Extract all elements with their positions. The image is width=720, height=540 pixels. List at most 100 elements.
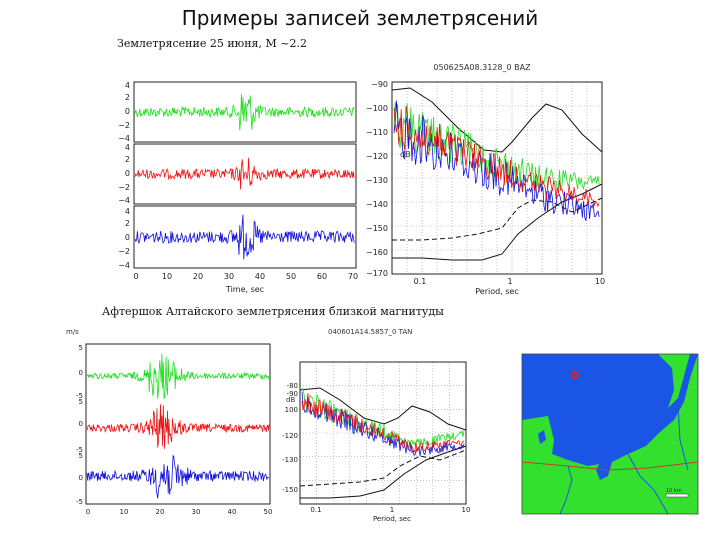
caption-earthquake: Землетрясение 25 июня, M ~2.2 <box>117 37 307 50</box>
f2-xtick: 40 <box>228 508 237 516</box>
f2-ytick: -5 <box>76 498 83 506</box>
f1-xtick: 50 <box>286 272 296 281</box>
f2-xtick: 30 <box>192 508 201 516</box>
f2-xtick: 50 <box>264 508 273 516</box>
f1-spec-ytick: −160 <box>366 248 388 257</box>
f2-seis-frame <box>85 343 271 505</box>
f1-spec-noise-high <box>391 87 603 153</box>
f2-spec-noise-low <box>300 445 467 499</box>
f1-ytick: 4 <box>125 207 130 216</box>
f1-spec-ytick: −90 <box>371 80 388 89</box>
f1-spec-ytick: −140 <box>366 200 388 209</box>
f1-spec-green <box>393 101 600 192</box>
figure1-trace-green <box>134 93 355 131</box>
map-epicenter-marker <box>570 370 580 380</box>
f2-spec-ytick: -90 <box>287 390 298 398</box>
f1-ytick: 2 <box>125 219 130 228</box>
f1-ytick: −2 <box>118 183 130 192</box>
map-land-east <box>658 354 690 408</box>
f2-spec-xtick: 1 <box>390 506 394 514</box>
f2-spec-ytick: -130 <box>282 456 298 464</box>
f1-spec-ytick: −150 <box>366 224 388 233</box>
map-border-line <box>521 461 699 471</box>
f1-xtick: 20 <box>193 272 203 281</box>
f1-spec-red <box>393 106 600 208</box>
map-river-3 <box>677 405 689 471</box>
figure2-seismograms: m/s 5 0 -5 5 0 -5 5 0 -5 0 10 20 30 40 5… <box>66 328 273 516</box>
f2-xtick: 0 <box>86 508 90 516</box>
f1-spec-ytick: −130 <box>366 176 388 185</box>
f1-ytick: 0 <box>125 233 130 242</box>
f2-spec-noise-dash <box>299 449 467 487</box>
f1-xtick: 40 <box>255 272 265 281</box>
f1-xtick: 10 <box>162 272 172 281</box>
map-river-2 <box>627 453 669 515</box>
caption-aftershock: Афтершок Алтайского землетрясения близко… <box>102 305 444 318</box>
figure2-trace-red <box>86 404 270 450</box>
f1-spec-header: 050625A08.3128_0 BAZ <box>433 63 531 72</box>
f2-ytick: 5 <box>79 398 83 406</box>
page-title: Примеры записей землетрясений <box>181 6 539 30</box>
f1-xtick: 0 <box>133 272 138 281</box>
f1-xtick: 70 <box>348 272 358 281</box>
f1-seis-xlabel: Time, sec <box>225 285 264 294</box>
f1-spec-noise-dash <box>392 197 603 241</box>
f1-ytick: 2 <box>125 155 130 164</box>
f2-spec-grid <box>300 362 466 504</box>
figure2-spectrum: 040601A14.5857_0 TAN dB -80 -90 100 -120… <box>282 328 471 523</box>
f2-ytick: 5 <box>79 452 83 460</box>
f1-ytick: 4 <box>125 81 130 90</box>
figure1-trace-red <box>134 157 355 190</box>
f2-ytick: -5 <box>76 446 83 454</box>
f2-spec-header: 040601A14.5857_0 TAN <box>328 328 412 336</box>
f2-ytick: 0 <box>79 420 83 428</box>
f1-ytick: −2 <box>118 247 130 256</box>
f1-xtick: 60 <box>317 272 327 281</box>
f2-spec-frame <box>299 361 467 505</box>
f2-ytick: 5 <box>79 344 83 352</box>
f1-spec-blue <box>393 100 600 221</box>
f2-ytick: 0 <box>79 369 83 377</box>
f1-spec-ytick: −170 <box>366 269 388 278</box>
f2-spec-xtick: 0.1 <box>310 506 321 514</box>
f2-ytick: -5 <box>76 392 83 400</box>
f1-ytick: −4 <box>118 196 130 205</box>
f2-seis-units: m/s <box>66 328 79 336</box>
map-lake <box>538 430 546 444</box>
f1-spec-ytick: −100 <box>366 104 388 113</box>
f2-xtick: 10 <box>120 508 129 516</box>
map-bay <box>596 456 612 480</box>
f2-spec-xtick: 10 <box>462 506 471 514</box>
f2-spec-noise-high <box>299 387 467 431</box>
map-scale-label: 10 km <box>666 488 682 494</box>
figure1-spectrum: 050625A08.3128_0 BAZ dB −90 −100 −110 −1… <box>366 63 605 296</box>
f1-spec-frame <box>391 81 603 275</box>
f1-spec-xtick: 1 <box>507 277 512 286</box>
f2-spec-red <box>301 393 465 454</box>
f1-spec-xlabel: Period, sec <box>475 287 519 296</box>
region-map: 10 km <box>521 353 699 515</box>
f1-spec-xtick: 10 <box>595 277 605 286</box>
f1-ytick: 0 <box>125 107 130 116</box>
figure1-seismogram-frames <box>133 81 357 269</box>
f1-ytick: −4 <box>118 261 130 270</box>
map-land-south <box>522 354 698 514</box>
figure2-trace-green <box>86 353 270 400</box>
f1-spec-ytick: −120 <box>366 152 388 161</box>
f2-spec-ytick: -80 <box>287 382 298 390</box>
figure1-trace-blue <box>134 214 355 260</box>
figure1-seismograms: 4 2 0 −2 −4 4 2 0 −2 −4 4 2 0 −2 −4 0 10… <box>118 81 358 294</box>
map-river-1 <box>559 465 573 515</box>
f1-ytick: 0 <box>125 169 130 178</box>
f1-ytick: 2 <box>125 93 130 102</box>
f2-xtick: 20 <box>156 508 165 516</box>
f2-spec-xlabel: Period, sec <box>373 515 411 523</box>
map-scale: 10 km <box>665 488 689 498</box>
figure2-trace-blue <box>86 454 270 499</box>
f1-ytick: −2 <box>118 121 130 130</box>
f1-ytick: 4 <box>125 143 130 152</box>
f2-spec-blue <box>301 391 465 457</box>
f1-xtick: 30 <box>224 272 234 281</box>
map-frame <box>521 353 699 515</box>
f2-spec-ytick: 100 <box>285 406 298 414</box>
